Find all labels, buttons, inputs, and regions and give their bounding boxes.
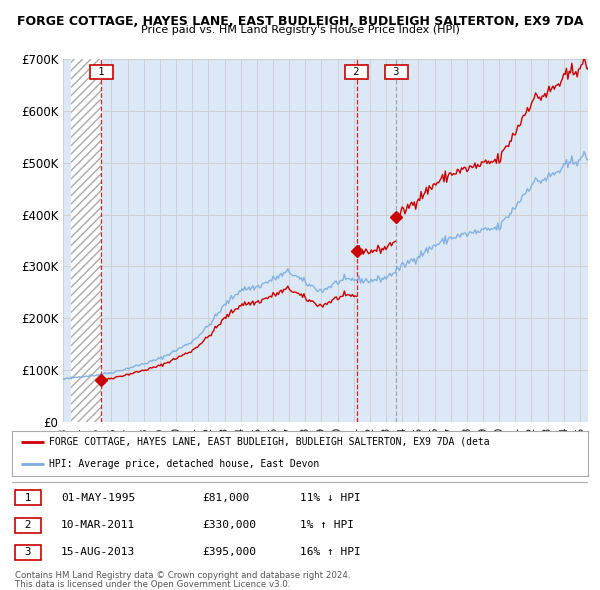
Text: 15-AUG-2013: 15-AUG-2013	[61, 548, 135, 558]
Text: Contains HM Land Registry data © Crown copyright and database right 2024.: Contains HM Land Registry data © Crown c…	[15, 571, 350, 580]
Text: 11% ↓ HPI: 11% ↓ HPI	[300, 493, 361, 503]
Text: Price paid vs. HM Land Registry's House Price Index (HPI): Price paid vs. HM Land Registry's House …	[140, 25, 460, 35]
Text: FORGE COTTAGE, HAYES LANE, EAST BUDLEIGH, BUDLEIGH SALTERTON, EX9 7DA (deta: FORGE COTTAGE, HAYES LANE, EAST BUDLEIGH…	[49, 437, 490, 447]
Text: 1: 1	[18, 493, 38, 503]
Text: 10-MAR-2011: 10-MAR-2011	[61, 520, 135, 530]
Bar	[71, 59, 101, 422]
Text: 16% ↑ HPI: 16% ↑ HPI	[300, 548, 361, 558]
Text: 1: 1	[92, 67, 110, 77]
Text: FORGE COTTAGE, HAYES LANE, EAST BUDLEIGH, BUDLEIGH SALTERTON, EX9 7DA: FORGE COTTAGE, HAYES LANE, EAST BUDLEIGH…	[17, 15, 583, 28]
Bar	[71, 59, 101, 422]
Text: 2: 2	[347, 67, 366, 77]
Text: This data is licensed under the Open Government Licence v3.0.: This data is licensed under the Open Gov…	[15, 580, 290, 589]
Text: 3: 3	[387, 67, 406, 77]
Text: 1% ↑ HPI: 1% ↑ HPI	[300, 520, 354, 530]
Text: £395,000: £395,000	[202, 548, 256, 558]
Text: £330,000: £330,000	[202, 520, 256, 530]
Text: 3: 3	[18, 548, 38, 558]
Text: £81,000: £81,000	[202, 493, 250, 503]
Text: 01-MAY-1995: 01-MAY-1995	[61, 493, 135, 503]
Text: 2: 2	[18, 520, 38, 530]
Text: HPI: Average price, detached house, East Devon: HPI: Average price, detached house, East…	[49, 459, 320, 469]
